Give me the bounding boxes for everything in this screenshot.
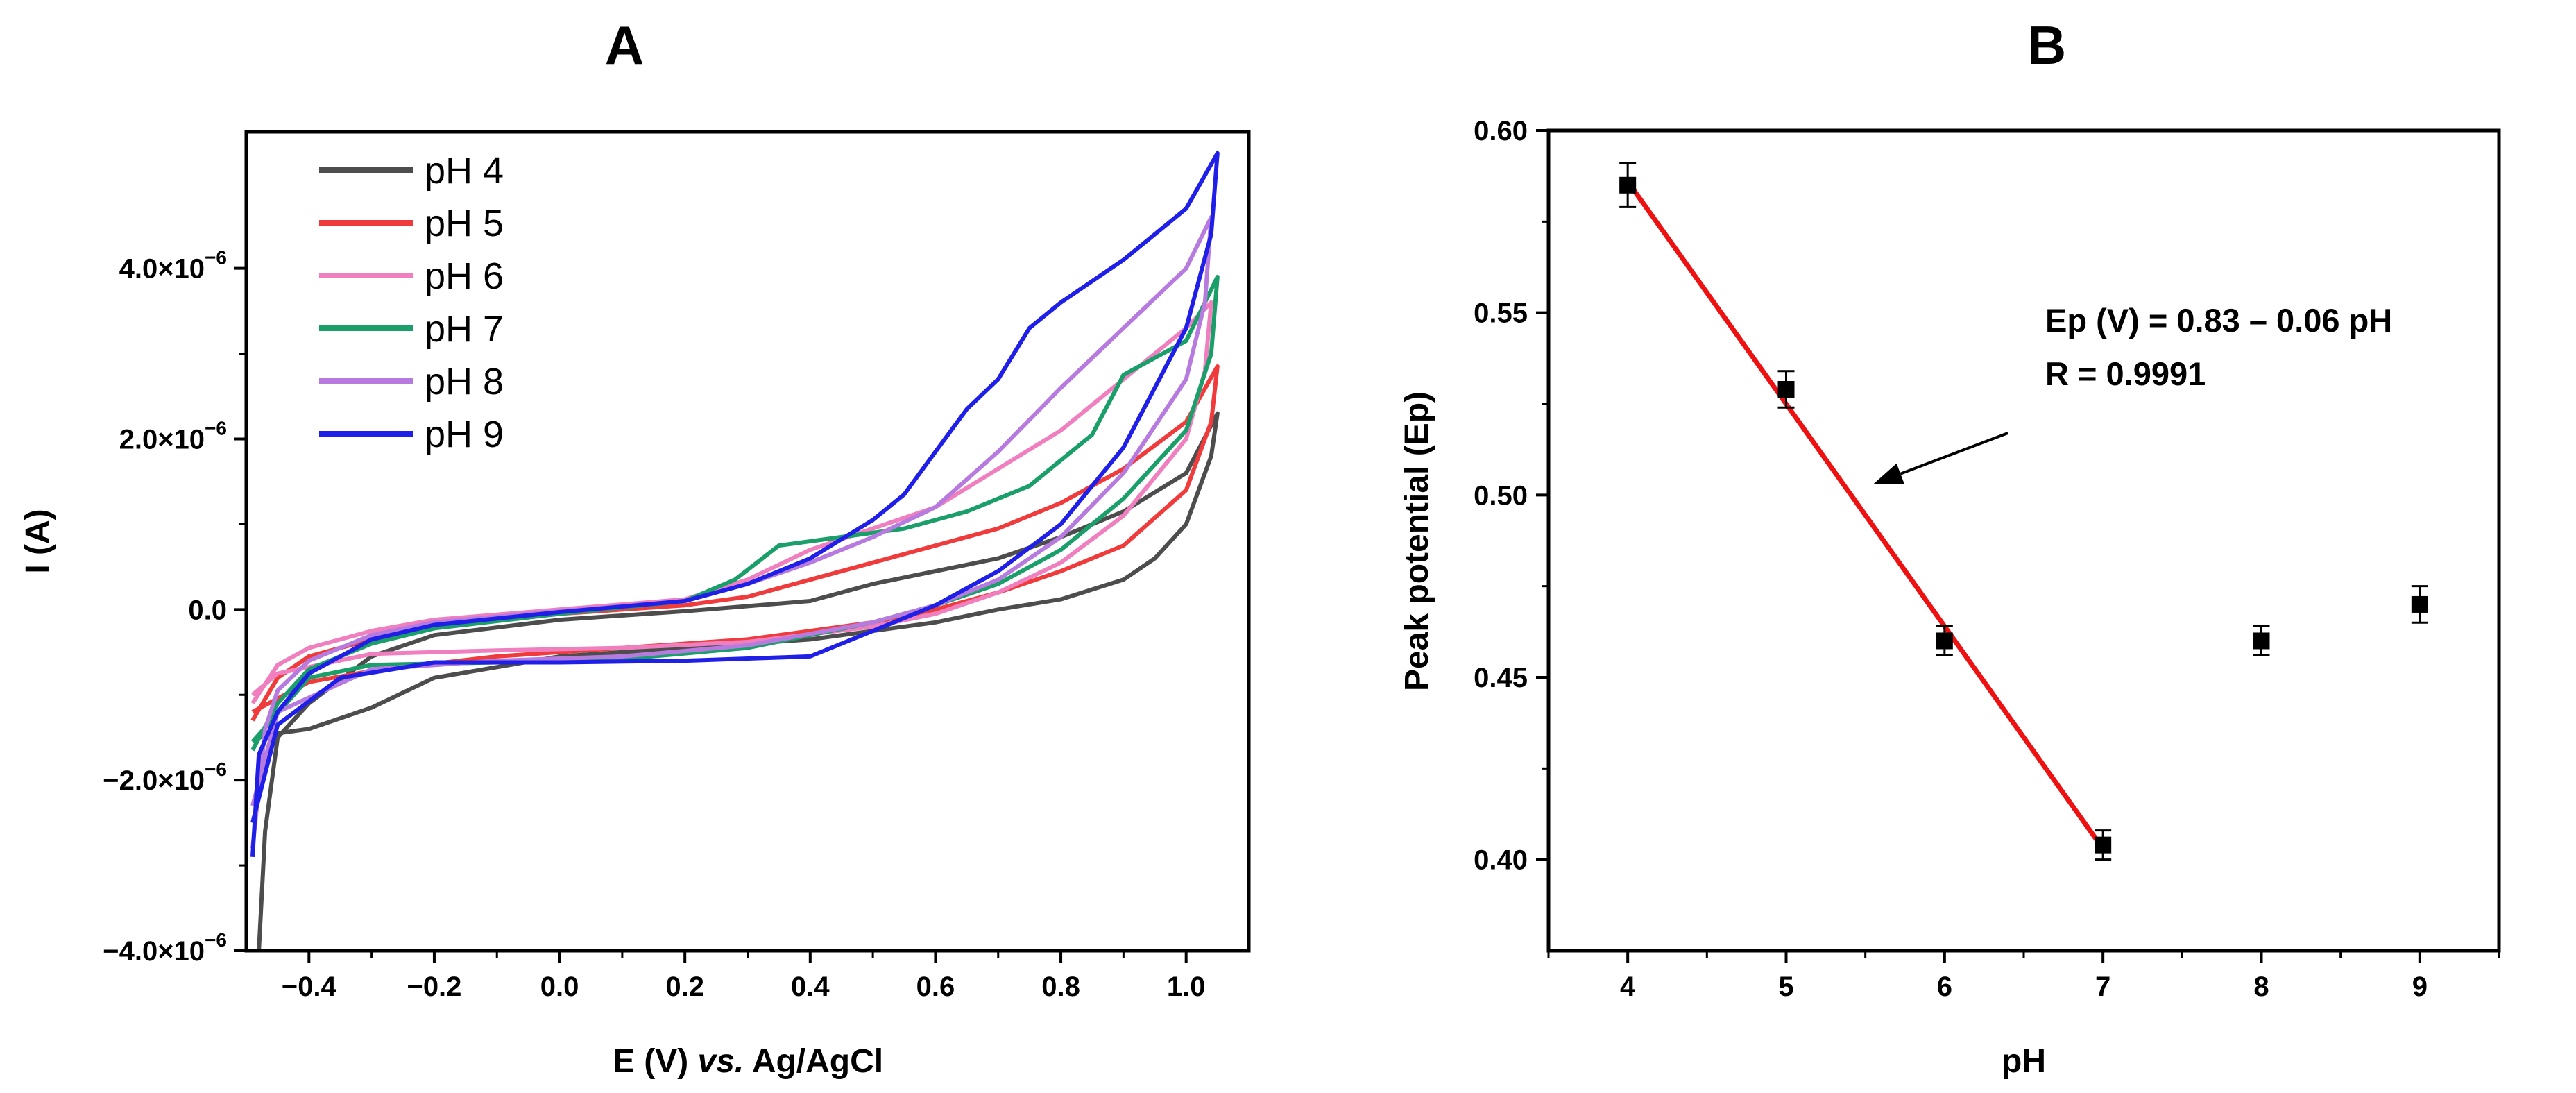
- panel-b-x-axis-title: pH: [2002, 1043, 2046, 1080]
- panel-a-curves: [250, 151, 1220, 951]
- y-tick-exponent: −6: [205, 247, 227, 269]
- x-tick-label: 6: [1937, 972, 1952, 1002]
- y-tick-label: −2.0×10−6: [103, 759, 227, 796]
- point-marker: [2095, 836, 2112, 854]
- y-tick-mantissa: 0.0: [188, 595, 227, 625]
- legend-label: pH 4: [425, 150, 504, 192]
- x-tick-label: 1.0: [1167, 972, 1206, 1002]
- legend-item: pH 7: [319, 308, 504, 350]
- y-tick-exponent: −6: [205, 929, 227, 951]
- cv-curve-4: [250, 275, 1220, 752]
- legend-item: pH 8: [319, 361, 504, 403]
- legend-label: pH 6: [425, 255, 504, 297]
- cv-curve-3: [250, 300, 1213, 705]
- point-marker: [2253, 632, 2270, 650]
- y-tick-mantissa: 2.0×10: [119, 425, 205, 455]
- point-marker: [2411, 595, 2428, 613]
- data-point: [1619, 162, 1637, 208]
- y-tick-exponent: −6: [205, 418, 227, 439]
- x-tick-label: 0.0: [540, 972, 579, 1002]
- y-tick-label: 0.45: [1474, 663, 1528, 693]
- cv-curve-5: [250, 214, 1213, 849]
- data-point: [2095, 829, 2112, 861]
- panel-a: A −0.4 −0.2 0.0 0.2 0.4 0.6 0.8 1.0 −4.0×10−6−2…: [19, 15, 1251, 1080]
- x-tick-label: 7: [2095, 972, 2110, 1002]
- arrow-shaft: [1900, 432, 2008, 475]
- panel-b-data-points: [1619, 162, 2428, 861]
- point-marker: [1936, 632, 1953, 650]
- data-point: [1936, 625, 1953, 656]
- x-tick-label: −0.4: [282, 972, 337, 1002]
- arrow-head: [1873, 463, 1905, 484]
- panel-b-plot-frame: [1546, 128, 2501, 953]
- data-point: [2253, 625, 2270, 656]
- y-tick-label: 0.40: [1474, 845, 1528, 876]
- legend-label: pH 7: [425, 308, 504, 350]
- panel-a-x-axis-title: E (V) vs. Ag/AgCl: [613, 1043, 883, 1080]
- panel-b-fit-line: [1626, 180, 2106, 850]
- data-point: [2411, 585, 2428, 624]
- y-tick-label: −4.0×10−6: [103, 929, 227, 967]
- fit-line: [1626, 180, 2106, 850]
- y-tick-label: 0.55: [1474, 298, 1528, 329]
- y-tick-exponent: −6: [205, 759, 227, 780]
- legend-item: pH 5: [319, 203, 504, 244]
- legend-item: pH 6: [319, 255, 504, 297]
- panel-b-x-ticks: 4 5 6 7 8 9: [1547, 951, 2500, 1002]
- data-point: [1777, 370, 1795, 409]
- y-tick-mantissa: −2.0×10: [103, 765, 205, 796]
- x-tick-label: −0.2: [407, 972, 461, 1002]
- fit-annotation: Ep (V) = 0.83 – 0.06 pH R = 0.9991: [1873, 302, 2392, 484]
- x-tick-label: 0.8: [1041, 972, 1080, 1002]
- legend-label: pH 9: [425, 414, 504, 455]
- panel-b-y-ticks: 0.40 0.45 0.50 0.55 0.60: [1474, 116, 1549, 876]
- legend-label: pH 8: [425, 361, 504, 403]
- x-axis-title-italic: vs.: [698, 1043, 744, 1080]
- legend-item: pH 4: [319, 150, 504, 192]
- panel-b: B 4 5 6 7 8 9 0.40 0.45 0.50 0.55 0.60 Ep (V) = 0…: [1399, 15, 2501, 1080]
- panel-b-y-axis-title: Peak potential (Ep): [1399, 391, 1435, 691]
- x-tick-label: 5: [1778, 972, 1793, 1002]
- y-tick-mantissa: −4.0×10: [103, 936, 205, 967]
- x-axis-title-suffix: Ag/AgCl: [744, 1043, 883, 1080]
- y-tick-label: 2.0×10−6: [119, 418, 227, 455]
- panel-a-y-axis-title: I (A): [19, 509, 56, 573]
- y-tick-label: 4.0×10−6: [119, 247, 227, 285]
- x-tick-label: 0.4: [791, 972, 830, 1002]
- legend: pH 4 pH 5 pH 6 pH 7 pH 8 pH 9: [319, 150, 504, 455]
- x-tick-label: 8: [2253, 972, 2269, 1002]
- x-axis-title-prefix: E (V): [613, 1043, 698, 1080]
- x-tick-label: 4: [1620, 972, 1636, 1002]
- y-tick-mantissa: 4.0×10: [119, 254, 205, 285]
- panel-a-x-ticks: −0.4 −0.2 0.0 0.2 0.4 0.6 0.8 1.0: [282, 951, 1206, 1002]
- x-tick-label: 9: [2412, 972, 2428, 1002]
- y-tick-label: 0.0: [188, 595, 227, 625]
- fit-equation: Ep (V) = 0.83 – 0.06 pH: [2045, 302, 2392, 339]
- point-marker: [1619, 176, 1637, 194]
- y-tick-label: 0.50: [1474, 480, 1528, 511]
- panel-a-plot-frame: [244, 130, 1251, 953]
- panel-a-label: A: [605, 15, 644, 76]
- panel-a-y-ticks: −4.0×10−6−2.0×10−60.02.0×10−64.0×10−6: [103, 247, 246, 967]
- panel-b-label: B: [2027, 15, 2066, 76]
- legend-label: pH 5: [425, 203, 504, 244]
- cv-curve-1: [257, 411, 1220, 951]
- point-marker: [1777, 380, 1795, 398]
- x-tick-label: 0.6: [916, 972, 955, 1002]
- annotation-arrow: [1873, 432, 2008, 484]
- x-tick-label: 0.2: [665, 972, 704, 1002]
- fit-r-value: R = 0.9991: [2045, 355, 2206, 392]
- legend-item: pH 9: [319, 414, 504, 455]
- cv-curve-6: [250, 151, 1220, 857]
- y-tick-label: 0.60: [1474, 116, 1528, 146]
